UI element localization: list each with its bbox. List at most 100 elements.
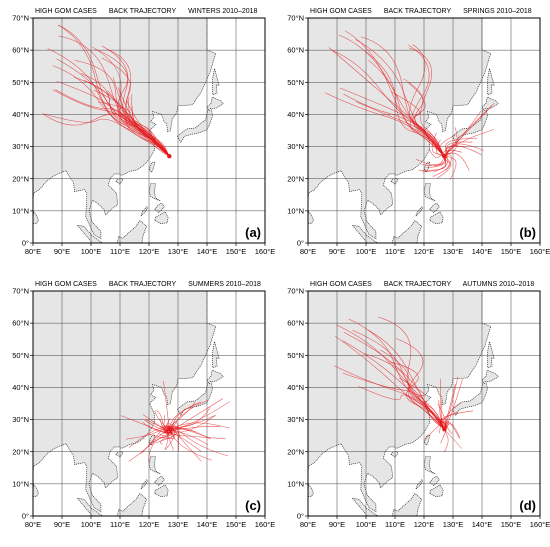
land-sakhalin — [212, 341, 220, 369]
panel-label: (d) — [519, 498, 536, 513]
x-tick-label: 100°E — [356, 247, 377, 256]
land-hokkaido — [206, 96, 224, 111]
land-palawan — [415, 479, 424, 490]
y-tick-label: 50°N — [12, 78, 29, 87]
trajectory-line — [169, 421, 179, 451]
land-borneo — [391, 493, 423, 516]
trajectories — [120, 380, 230, 462]
y-tick-label: 50°N — [12, 351, 29, 360]
land-mindanao — [429, 484, 444, 498]
trajectory-line — [444, 429, 449, 452]
y-tick-label: 60°N — [12, 46, 29, 55]
x-tick-label: 130°E — [443, 520, 464, 529]
trajectory-line — [107, 49, 170, 157]
y-tick-label: 30°N — [287, 415, 304, 424]
panel-c: HIGH GOM CASES BACK TRAJECTORY SUMMERS 201… — [0, 273, 275, 546]
trajectory-line — [409, 44, 445, 157]
x-tick-label: 130°E — [168, 247, 189, 256]
y-tick-label: 10°N — [287, 206, 304, 215]
map-panel-a: HIGH GOM CASES BACK TRAJECTORY WINTERS 201… — [12, 8, 275, 256]
land-luzon — [148, 456, 161, 475]
trajectories — [42, 24, 172, 159]
x-tick-label: 150°E — [226, 520, 247, 529]
trajectories — [333, 316, 474, 452]
trajectory-line — [444, 378, 463, 430]
y-tick-label: 40°N — [287, 110, 304, 119]
panel-d: HIGH GOM CASES BACK TRAJECTORY AUTUMNS 201… — [275, 273, 550, 546]
y-tick-label: 40°N — [12, 383, 29, 392]
trajectory-line — [444, 383, 456, 430]
land-luzon — [148, 183, 161, 202]
x-tick-label: 150°E — [501, 247, 522, 256]
x-tick-label: 100°E — [81, 247, 102, 256]
land-mindanao — [429, 211, 444, 225]
trajectory-line — [107, 90, 170, 157]
x-tick-label: 160°E — [530, 520, 550, 529]
land-hainan — [115, 178, 124, 185]
y-tick-label: 10°N — [12, 479, 29, 488]
trajectory-line — [155, 428, 177, 443]
y-tick-label: 40°N — [287, 383, 304, 392]
trajectory-line — [434, 415, 447, 430]
land-asia — [308, 18, 492, 240]
trajectory-line — [439, 410, 474, 430]
y-tick-label: 20°N — [287, 174, 304, 183]
panel-title: HIGH GOM CASES BACK TRAJECTORY SUMMERS 201… — [35, 281, 261, 288]
land-sakhalin — [212, 68, 220, 96]
land-srilanka — [33, 210, 39, 224]
y-tick-label: 0° — [22, 512, 29, 521]
trajectory-line — [148, 429, 175, 439]
trajectory-line — [408, 47, 445, 157]
y-tick-label: 60°N — [287, 319, 304, 328]
trajectory-line — [342, 372, 445, 430]
panel-title: HIGH GOM CASES BACK TRAJECTORY SPRINGS 201… — [310, 8, 532, 15]
land-visayas — [429, 475, 440, 486]
trajectory-line — [444, 376, 459, 430]
y-tick-label: 40°N — [12, 110, 29, 119]
land-sumatra — [76, 497, 104, 516]
land-luzon — [423, 456, 436, 475]
trajectories — [324, 30, 495, 180]
x-tick-label: 90°E — [54, 520, 70, 529]
trajectory-line — [444, 110, 482, 157]
panel-b: HIGH GOM CASES BACK TRAJECTORY SPRINGS 201… — [275, 0, 550, 273]
land-srilanka — [308, 483, 314, 497]
land-palawan — [140, 479, 149, 490]
trajectory-line — [444, 102, 495, 157]
trajectory-line — [444, 421, 460, 439]
trajectory-line — [399, 377, 445, 430]
x-tick-label: 120°E — [139, 520, 160, 529]
land-mindanao — [154, 211, 169, 225]
land-srilanka — [33, 483, 39, 497]
land-palawan — [415, 206, 424, 217]
trajectory-line — [126, 100, 170, 157]
trajectory-line — [167, 423, 182, 430]
y-tick-label: 70°N — [287, 14, 304, 23]
receptor-marker — [442, 154, 447, 159]
x-tick-label: 140°E — [197, 520, 218, 529]
trajectory-line — [342, 340, 445, 430]
trajectory-line — [444, 429, 462, 449]
land-visayas — [429, 202, 440, 213]
trajectory-line — [169, 426, 173, 438]
receptor-marker — [167, 154, 172, 159]
land-sakhalin — [487, 68, 495, 96]
land-asia — [33, 18, 217, 240]
y-tick-label: 30°N — [12, 415, 29, 424]
x-tick-label: 110°E — [385, 520, 405, 529]
trajectory-line — [389, 361, 445, 430]
land-sumatra — [76, 224, 104, 243]
map-panel-c: HIGH GOM CASES BACK TRAJECTORY SUMMERS 201… — [12, 281, 275, 529]
trajectory-line — [131, 106, 170, 157]
x-tick-label: 140°E — [197, 247, 218, 256]
trajectory-line — [395, 338, 445, 430]
x-tick-label: 140°E — [472, 520, 493, 529]
y-tick-label: 10°N — [287, 479, 304, 488]
y-tick-label: 60°N — [12, 319, 29, 328]
x-tick-label: 110°E — [110, 520, 130, 529]
panel-title: HIGH GOM CASES BACK TRAJECTORY WINTERS 201… — [35, 8, 258, 15]
x-tick-label: 100°E — [81, 520, 102, 529]
land-sumatra — [351, 497, 379, 516]
land-borneo — [116, 493, 148, 516]
x-tick-label: 150°E — [501, 520, 522, 529]
